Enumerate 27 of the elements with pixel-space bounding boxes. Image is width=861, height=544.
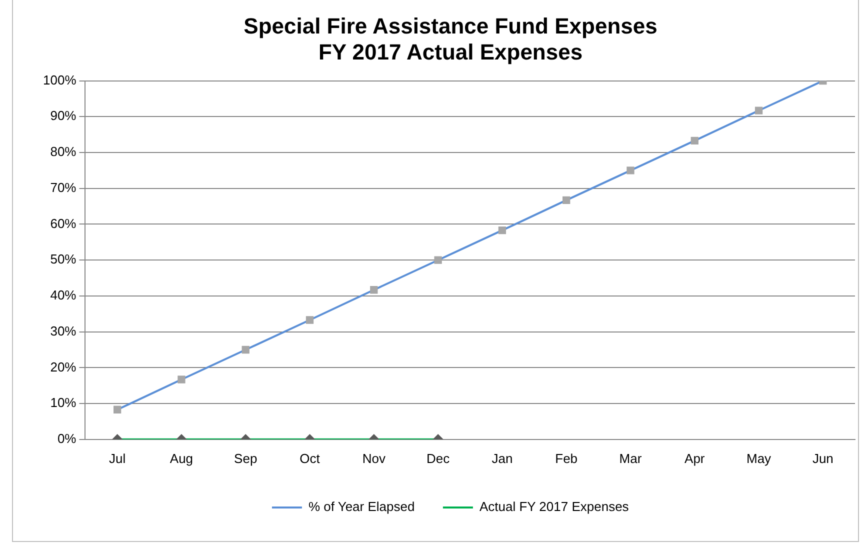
y-tick-label: 50% [50,252,77,267]
y-tick-label: 60% [50,216,77,231]
x-tick-label: Oct [300,450,320,466]
text: FY 2017 Actual Expenses [318,40,583,65]
y-tick-label: 70% [50,180,77,195]
legend-label: % of Year Elapsed [308,499,415,514]
x-tick-label: Sep [234,450,258,466]
x-tick-label: Nov [362,450,386,466]
x-tick-label: Dec [426,450,450,466]
y-tick-label: 90% [50,108,77,124]
x-tick-label: Apr [684,450,706,466]
y-tick-label: 40% [50,288,77,303]
text: Special Fire Assistance Fund Expenses [244,13,658,38]
y-tick-label: 100% [43,72,77,88]
y-tick-label: 10% [50,395,77,410]
y-tick-label: 0% [57,430,77,446]
x-tick-label: Jul [109,450,126,466]
x-tick-label: Jun [812,450,834,466]
x-tick-label: Mar [619,450,642,466]
x-tick-label: Jan [492,450,513,466]
y-tick-label: 30% [50,323,77,338]
x-tick-label: May [746,450,772,466]
x-tick-label: Feb [555,450,578,466]
y-tick-label: 80% [50,144,77,160]
legend-label: Actual FY 2017 Expenses [479,499,630,514]
x-tick-label: Aug [170,450,194,466]
y-tick-label: 20% [50,359,77,374]
